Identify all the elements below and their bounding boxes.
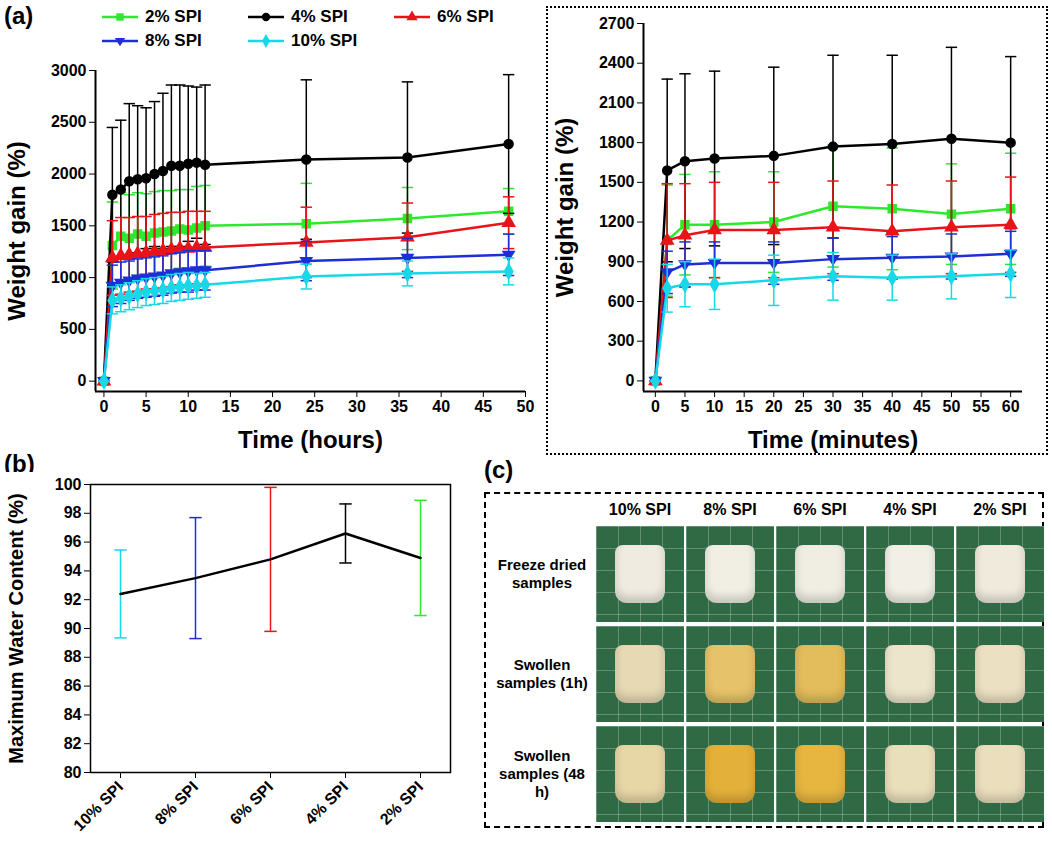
svg-text:86: 86 [64,677,82,694]
svg-text:900: 900 [608,253,635,270]
svg-text:20: 20 [765,398,783,415]
svg-text:6% SPI: 6% SPI [226,778,276,828]
svg-text:10: 10 [706,398,724,415]
svg-text:40: 40 [883,398,901,415]
html-text:4% SPI: 4% SPI [883,501,937,518]
svg-text:30: 30 [348,398,366,415]
svg-text:30: 30 [824,398,842,415]
svg-text:Time (hours): Time (hours) [238,426,383,453]
svg-text:84: 84 [64,706,82,723]
svg-text:15: 15 [735,398,753,415]
html-text:Swollen samples (48 h): Swollen samples (48 h) [499,747,585,800]
svg-text:1500: 1500 [51,217,87,234]
svg-text:10% SPI: 10% SPI [70,778,126,834]
svg-text:1800: 1800 [599,134,635,151]
svg-text:2700: 2700 [599,15,635,32]
svg-text:300: 300 [608,332,635,349]
svg-text:0: 0 [651,398,660,415]
svg-text:100: 100 [55,476,82,493]
svg-text:Maximum Water Content (%): Maximum Water Content (%) [5,493,27,763]
svg-text:5: 5 [142,398,151,415]
svg-text:2000: 2000 [51,165,87,182]
svg-text:35: 35 [390,398,408,415]
svg-text:1200: 1200 [599,213,635,230]
svg-text:94: 94 [64,562,82,579]
svg-text:98: 98 [64,504,82,521]
svg-text:50: 50 [943,398,961,415]
html-text:(c): (c) [484,456,514,483]
html-text:(b): (b) [4,450,35,477]
svg-text:45: 45 [474,398,492,415]
svg-text:8% SPI: 8% SPI [151,778,201,828]
svg-text:500: 500 [60,320,87,337]
svg-text:92: 92 [64,591,82,608]
svg-text:1500: 1500 [599,173,635,190]
svg-text:10: 10 [179,398,197,415]
html-text:2% SPI: 2% SPI [973,501,1027,518]
svg-text:55: 55 [972,398,990,415]
svg-text:80: 80 [64,764,82,781]
svg-text:40: 40 [432,398,450,415]
html-text:(a): (a) [4,2,34,29]
svg-text:Weight gain (%): Weight gain (%) [551,118,578,298]
svg-text:82: 82 [64,735,82,752]
svg-text:35: 35 [854,398,872,415]
svg-text:60: 60 [1002,398,1020,415]
svg-text:45: 45 [913,398,931,415]
svg-text:15: 15 [222,398,240,415]
html-text:6% SPI: 6% SPI [793,501,847,518]
svg-text:0: 0 [626,372,635,389]
html-text:6% SPI: 6% SPI [437,7,494,26]
svg-text:20: 20 [264,398,282,415]
html-text:2% SPI: 2% SPI [145,7,202,26]
html-text:8% SPI: 8% SPI [145,31,202,50]
html-text:10% SPI: 10% SPI [608,501,672,518]
svg-text:50: 50 [517,398,535,415]
svg-text:2100: 2100 [599,94,635,111]
svg-text:2500: 2500 [51,113,87,130]
html-text:4% SPI: 4% SPI [291,7,348,26]
html-text:10% SPI: 10% SPI [291,31,358,50]
svg-text:1000: 1000 [51,269,87,286]
svg-text:Time (minutes): Time (minutes) [748,426,918,453]
svg-text:25: 25 [794,398,812,415]
svg-text:2% SPI: 2% SPI [376,778,426,828]
svg-text:0: 0 [78,372,87,389]
svg-text:600: 600 [608,293,635,310]
html-text:8% SPI: 8% SPI [703,501,757,518]
svg-text:96: 96 [64,533,82,550]
svg-text:2400: 2400 [599,54,635,71]
svg-text:5: 5 [681,398,690,415]
svg-text:25: 25 [306,398,324,415]
svg-text:4% SPI: 4% SPI [301,778,351,828]
svg-text:3000: 3000 [51,62,87,79]
html-text:Swollen samples (1h): Swollen samples (1h) [496,656,588,691]
svg-text:88: 88 [64,648,82,665]
html-text:Freeze dried samples: Freeze dried samples [497,556,587,591]
svg-text:0: 0 [99,398,108,415]
svg-text:90: 90 [64,620,82,637]
svg-text:Weight gain (%): Weight gain (%) [3,141,30,321]
